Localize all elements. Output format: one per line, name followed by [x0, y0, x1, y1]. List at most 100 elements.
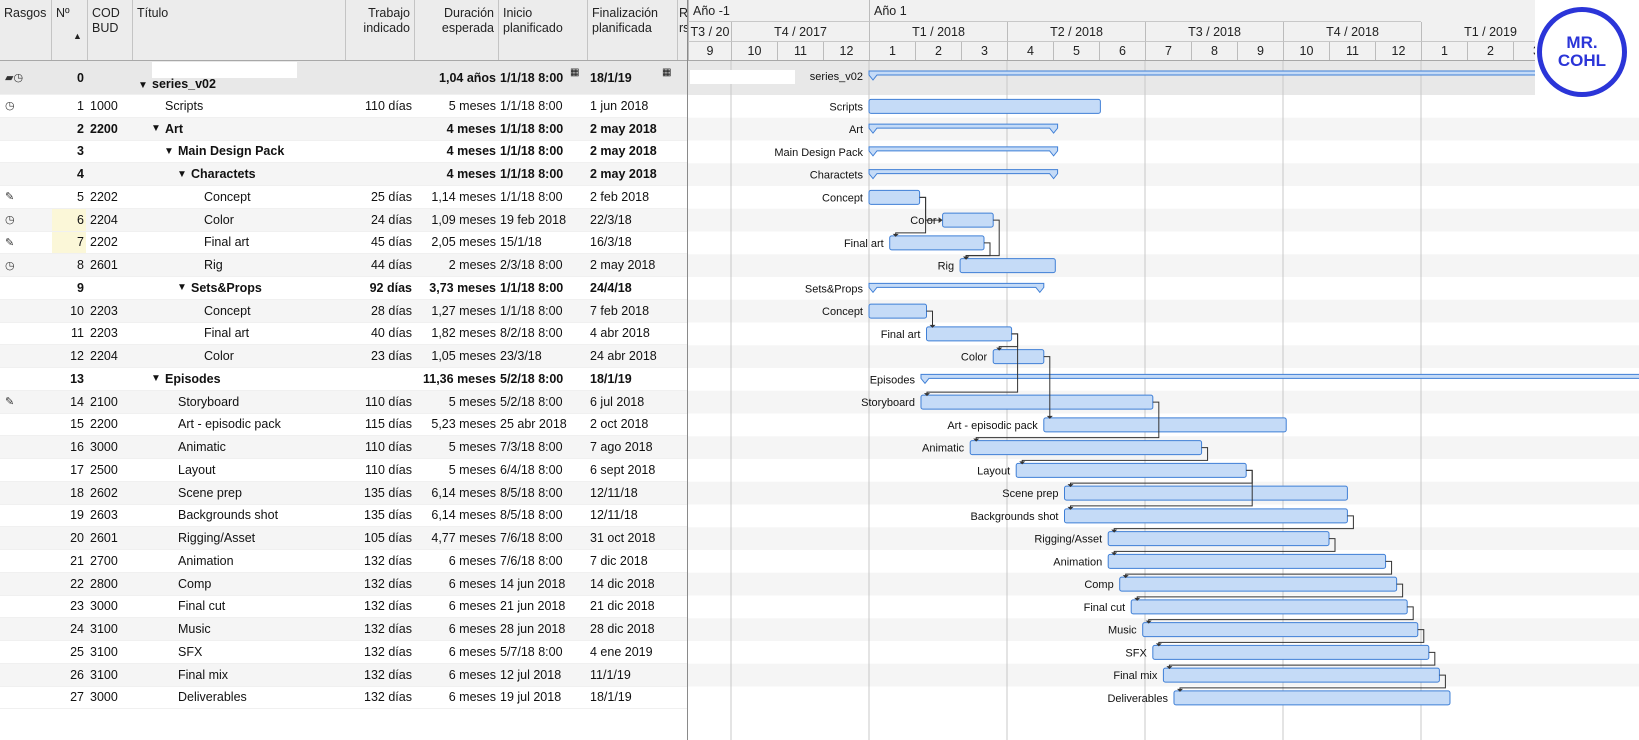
task-title[interactable]: ▼ Sets&Props: [177, 277, 340, 299]
task-title[interactable]: Comp: [178, 573, 340, 595]
table-row[interactable]: 10 2203 Concept 28 días 1,27 meses 1/1/18 8:0…: [0, 299, 688, 323]
task-title[interactable]: Animatic: [178, 436, 340, 458]
table-row[interactable]: 23 3000 Final cut 132 días 6 meses 21 jun 201…: [0, 596, 688, 619]
task-bar[interactable]: [868, 189, 921, 205]
task-bar[interactable]: [1173, 690, 1451, 706]
disclosure-triangle-icon[interactable]: ▼: [164, 145, 174, 157]
col-cod-bud[interactable]: COD BUD: [88, 0, 133, 60]
col-num[interactable]: Nº: [52, 0, 88, 60]
task-title[interactable]: ▼ Episodes: [151, 368, 340, 390]
table-row[interactable]: 18 2602 Scene prep 135 días 6,14 meses 8/5/18…: [0, 481, 688, 505]
task-title[interactable]: Color: [204, 345, 340, 367]
table-row[interactable]: ◷ 1 1000 Scripts 110 días 5 meses 1/1/18 8:00 1…: [0, 95, 688, 118]
task-title[interactable]: Art - episodic pack: [178, 414, 340, 436]
task-bar[interactable]: [1142, 622, 1419, 638]
table-row[interactable]: 11 2203 Final art 40 días 1,82 meses 8/2/18 8…: [0, 323, 688, 346]
task-bar[interactable]: [868, 303, 927, 319]
task-bar[interactable]: [1162, 667, 1440, 683]
col-duracion[interactable]: Duración esperada: [415, 0, 499, 60]
table-row[interactable]: 26 3100 Final mix 132 días 6 meses 12 jul 201…: [0, 663, 688, 687]
task-title[interactable]: Music: [178, 618, 340, 640]
task-bar[interactable]: [1119, 576, 1398, 592]
table-row[interactable]: 20 2601 Rigging/Asset 105 días 4,77 meses 7/6…: [0, 527, 688, 550]
task-bar[interactable]: [1107, 553, 1387, 569]
table-row[interactable]: 21 2700 Animation 132 días 6 meses 7/6/18 8:0…: [0, 550, 688, 573]
task-bar[interactable]: [969, 440, 1203, 456]
summary-bar[interactable]: [920, 373, 1639, 385]
disclosure-triangle-icon[interactable]: ▼: [151, 123, 161, 135]
table-row[interactable]: ✎ 14 2100 Storyboard 110 días 5 meses 5/2/18 8…: [0, 390, 688, 414]
task-title[interactable]: Rigging/Asset: [178, 527, 340, 549]
table-row[interactable]: 19 2603 Backgrounds shot 135 días 6,14 meses…: [0, 505, 688, 528]
task-title[interactable]: Concept: [204, 186, 340, 208]
task-bar[interactable]: [1107, 531, 1330, 547]
task-title[interactable]: ▼ Art: [151, 118, 340, 140]
task-title[interactable]: Deliverables: [178, 687, 340, 709]
table-row[interactable]: 9 ▼ Sets&Props 92 días 3,73 meses 1/1/18 8:00…: [0, 277, 688, 300]
table-row[interactable]: ◷ 6 2204 Color 24 días 1,09 meses 19 feb 2018 2…: [0, 208, 688, 232]
sort-ascending-icon[interactable]: ▲: [73, 31, 82, 41]
summary-bar[interactable]: [868, 70, 1639, 81]
task-title[interactable]: ▼ Charactets: [177, 163, 340, 185]
task-title[interactable]: ▼ Main Design Pack: [164, 141, 340, 163]
table-row[interactable]: 13 ▼ Episodes 11,36 meses 5/2/18 8:00 18/1/19: [0, 368, 688, 391]
task-bar[interactable]: [1130, 599, 1408, 615]
task-bar[interactable]: [1152, 644, 1430, 660]
task-title[interactable]: Layout: [178, 459, 340, 481]
disclosure-triangle-icon[interactable]: ▼: [138, 80, 148, 91]
summary-bar[interactable]: [868, 169, 1059, 180]
table-row[interactable]: 3 ▼ Main Design Pack 4 meses 1/1/18 8:00 2 ma…: [0, 141, 688, 164]
summary-bar[interactable]: [868, 123, 1059, 134]
task-title[interactable]: Scripts: [165, 95, 340, 117]
panel-divider[interactable]: [687, 0, 688, 740]
table-row[interactable]: ▰◷ 0 ▼ series_v02 1,04 años 1/1/18 8:00 18/1/1…: [0, 61, 688, 95]
table-row[interactable]: 27 3000 Deliverables 132 días 6 meses 19 jul …: [0, 687, 688, 710]
task-title[interactable]: Rig: [204, 254, 340, 276]
disclosure-triangle-icon[interactable]: ▼: [177, 282, 187, 294]
table-row[interactable]: ✎ 7 2202 Final art 45 días 2,05 meses 15/1/18 1…: [0, 231, 688, 255]
disclosure-triangle-icon[interactable]: ▼: [151, 373, 161, 385]
task-title[interactable]: Final mix: [178, 664, 340, 686]
calendar-icon[interactable]: ▦: [570, 67, 580, 78]
task-bar[interactable]: [868, 98, 1101, 114]
table-row[interactable]: 24 3100 Music 132 días 6 meses 28 jun 2018 28 …: [0, 618, 688, 641]
col-inicio[interactable]: Inicio planificado: [499, 0, 588, 60]
table-row[interactable]: 17 2500 Layout 110 días 5 meses 6/4/18 8:00 6 …: [0, 459, 688, 482]
table-row[interactable]: 12 2204 Color 23 días 1,05 meses 23/3/18 24 ab…: [0, 345, 688, 368]
task-bar[interactable]: [942, 212, 994, 228]
table-row[interactable]: 15 2200 Art - episodic pack 115 días 5,23 me…: [0, 414, 688, 437]
table-row[interactable]: 22 2800 Comp 132 días 6 meses 14 jun 2018 14 d…: [0, 572, 688, 596]
task-title[interactable]: Color: [204, 209, 340, 231]
task-bar[interactable]: [1015, 462, 1247, 478]
task-title[interactable]: SFX: [178, 641, 340, 663]
summary-bar[interactable]: [868, 282, 1045, 294]
task-bar[interactable]: [926, 326, 1013, 342]
table-row[interactable]: 4 ▼ Charactets 4 meses 1/1/18 8:00 2 may 2018: [0, 163, 688, 186]
task-bar[interactable]: [1043, 417, 1287, 433]
calendar-icon[interactable]: ▦: [662, 67, 672, 78]
task-title[interactable]: Final cut: [178, 596, 340, 618]
task-bar[interactable]: [920, 394, 1154, 410]
table-row[interactable]: ✎ 5 2202 Concept 25 días 1,14 meses 1/1/18 8:0…: [0, 186, 688, 209]
col-extra[interactable]: R rs: [679, 6, 688, 35]
col-trabajo[interactable]: Trabajo indicado: [345, 0, 415, 60]
task-title[interactable]: Final art: [204, 323, 340, 345]
col-finalizacion[interactable]: Finalización planificada: [588, 0, 678, 60]
table-row[interactable]: 2 2200 ▼ Art 4 meses 1/1/18 8:00 2 may 2018: [0, 117, 688, 141]
task-bar[interactable]: [889, 235, 985, 251]
task-bar[interactable]: [1064, 485, 1348, 501]
task-title[interactable]: Storyboard: [178, 391, 340, 413]
task-bar[interactable]: [959, 258, 1056, 274]
task-title[interactable]: Concept: [204, 300, 340, 322]
task-title[interactable]: Scene prep: [178, 482, 340, 504]
table-row[interactable]: ◷ 8 2601 Rig 44 días 2 meses 2/3/18 8:00 2 may …: [0, 254, 688, 277]
task-bar[interactable]: [992, 349, 1045, 365]
task-title[interactable]: Final art: [204, 232, 340, 254]
task-title[interactable]: Animation: [178, 550, 340, 572]
table-row[interactable]: 16 3000 Animatic 110 días 5 meses 7/3/18 8:00…: [0, 436, 688, 459]
summary-bar[interactable]: [868, 146, 1059, 157]
task-bar[interactable]: [1064, 508, 1348, 524]
task-title[interactable]: Backgrounds shot: [178, 505, 340, 527]
disclosure-triangle-icon[interactable]: ▼: [177, 168, 187, 180]
table-row[interactable]: 25 3100 SFX 132 días 6 meses 5/7/18 8:00 4 ene…: [0, 641, 688, 664]
